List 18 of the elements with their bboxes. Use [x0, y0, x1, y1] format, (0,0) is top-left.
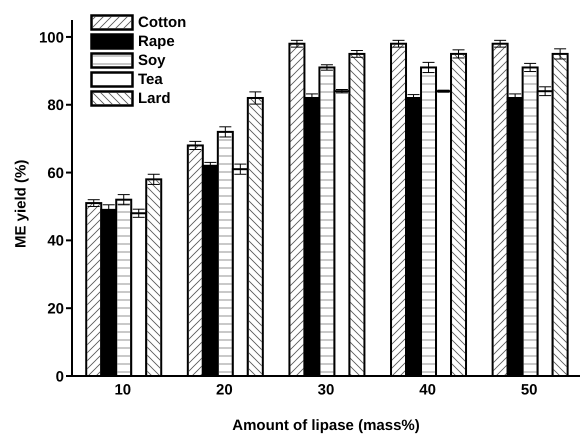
y-tick-label: 40: [47, 232, 64, 250]
x-tick-label: 40: [419, 382, 436, 399]
y-tick-label: 20: [47, 300, 64, 318]
legend-label: Tea: [138, 71, 163, 88]
y-tick-label: 0: [56, 368, 64, 386]
x-tick-label: 20: [216, 382, 233, 399]
y-tick-label: 100: [38, 29, 64, 46]
y-axis-title: ME yield (%): [12, 160, 30, 248]
x-axis-title: Amount of lipase (mass%): [232, 417, 420, 434]
legend-label: Soy: [138, 52, 166, 69]
x-tick-label: 30: [318, 382, 334, 399]
legend-label: Cotton: [138, 14, 186, 31]
y-tick-label: 80: [47, 97, 64, 114]
x-tick-label: 50: [520, 382, 538, 399]
legend-label: Lard: [138, 90, 171, 107]
x-tick-label: 10: [114, 382, 132, 399]
y-tick-label: 60: [47, 164, 64, 182]
legend-label: Rape: [138, 33, 175, 50]
